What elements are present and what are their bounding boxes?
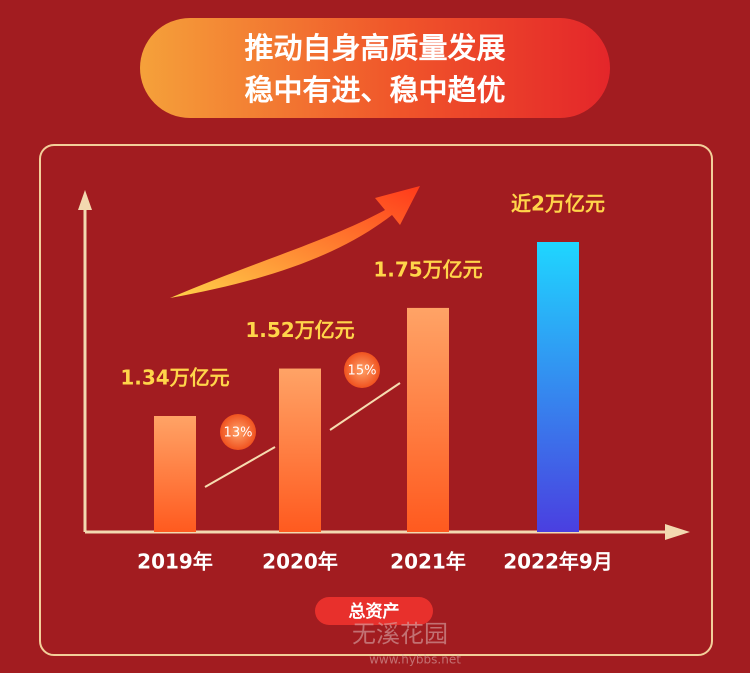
header-pill	[140, 18, 610, 118]
value-label: 近2万亿元	[511, 192, 605, 216]
x-axis-label: 总资产	[349, 601, 400, 622]
y-axis-arrow	[78, 190, 92, 210]
subtitle: 稳中有进、稳中趋优	[244, 73, 505, 107]
x-tick-label: 2019年	[137, 550, 213, 574]
x-tick-label: 2022年9月	[503, 550, 613, 574]
title: 推动自身高质量发展	[244, 31, 505, 65]
frame	[39, 144, 713, 656]
growth-badge	[344, 352, 380, 388]
value-label: 1.34万亿元	[120, 366, 229, 390]
x-tick-label: 2021年	[390, 550, 466, 574]
bar	[154, 416, 196, 532]
value-label: 1.75万亿元	[373, 257, 482, 281]
swoosh-arrow	[170, 186, 420, 298]
growth-arrow	[329, 382, 401, 431]
bar	[279, 368, 321, 532]
bar	[407, 307, 449, 532]
value-label: 1.52万亿元	[245, 318, 354, 342]
xlabel-pill	[315, 597, 433, 625]
bar	[537, 242, 579, 532]
growth-label: 13%	[224, 426, 253, 441]
x-tick-label: 2020年	[262, 550, 338, 574]
watermark: 无溪花园	[352, 620, 448, 648]
growth-arrow	[204, 446, 276, 488]
watermark: www.hybbs.net	[369, 653, 461, 667]
growth-badge	[220, 414, 256, 450]
growth-label: 15%	[348, 364, 377, 379]
x-axis-arrow	[665, 524, 690, 540]
